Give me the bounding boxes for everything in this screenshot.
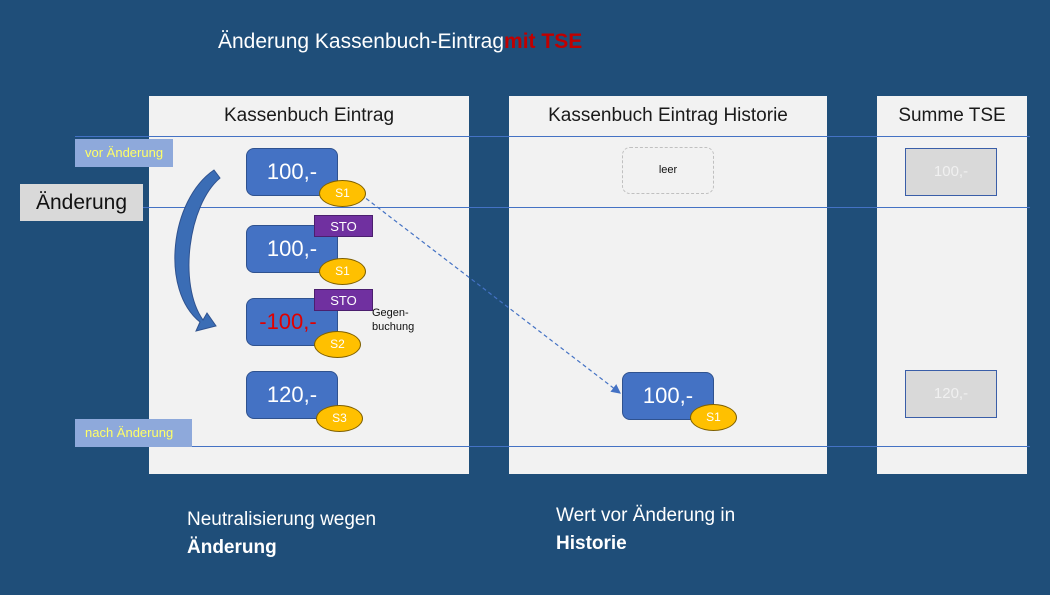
entry-storno-value: 100,- [266,236,318,261]
entry-storno-badge: STO [314,215,373,237]
history-entry-signature: S1 [690,404,737,431]
entry-counter-signature: S2 [314,331,361,358]
title-accent: mit TSE [504,30,583,53]
counter-booking-note: Gegen- buchung [372,306,414,334]
tag-before-change: vor Änderung [75,139,174,167]
caption-right-line1: Wert vor Änderung in [556,505,736,526]
entry-before-value: 100,- [266,159,318,184]
caption-left: Neutralisierung wegen Änderung [187,506,376,562]
caption-right-line2: Historie [556,530,735,558]
separator-bottom [75,446,1030,447]
column-header-tse: Summe TSE [898,105,1006,126]
counter-booking-note-line2: buchung [372,321,415,333]
caption-right: Wert vor Änderung in Historie [556,502,735,558]
entry-after-value: 120,- [266,382,318,407]
caption-left-line1: Neutralisierung wegen [187,509,377,530]
tag-after-change: nach Änderung [75,419,192,447]
entry-before-box: 100,- [246,148,338,196]
change-label: Änderung [20,184,143,221]
entry-counter-badge: STO [314,289,373,311]
tse-sum-after: 120,- [905,370,997,418]
entry-counter-value: -100,- [259,309,317,334]
entry-after-signature: S3 [316,405,363,432]
separator-change [140,207,1030,208]
curved-arrow-icon [174,169,221,332]
history-entry-value: 100,- [642,383,694,408]
counter-booking-note-line1: Gegen- [372,307,409,319]
caption-right-emphasis: Historie [556,533,627,554]
entry-before-signature: S1 [319,180,366,207]
separator-top [75,136,1030,137]
history-link-line [354,189,621,394]
title-text: Änderung Kassenbuch-Eintrag [218,30,505,53]
column-header-history: Kassenbuch Eintrag Historie [548,105,788,126]
caption-left-line2: Änderung [187,534,376,562]
tse-sum-before: 100,- [905,148,997,196]
column-header-entry: Kassenbuch Eintrag [223,105,395,126]
history-empty-placeholder: leer [622,147,714,194]
caption-left-emphasis: Änderung [187,537,277,558]
diagram-title: Änderung Kassenbuch-Eintragmit TSE [218,30,582,54]
entry-storno-signature: S1 [319,258,366,285]
entry-storno-box: 100,- [246,225,338,273]
